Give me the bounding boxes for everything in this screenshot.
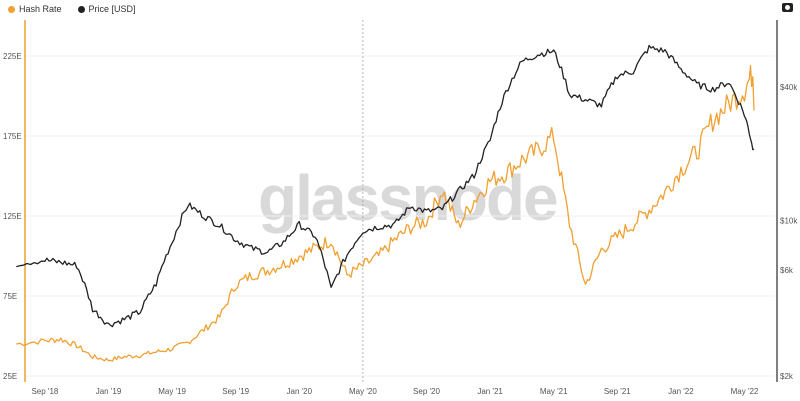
legend-label: Hash Rate (19, 4, 62, 14)
x-tick: May '22 (731, 387, 759, 396)
watermark: glassnode (258, 162, 557, 234)
legend: Hash Rate Price [USD] (8, 4, 136, 14)
y-right-tick: $10k (780, 217, 798, 226)
x-tick: Jan '20 (287, 387, 313, 396)
x-tick: May '20 (349, 387, 377, 396)
hash-rate-dot-icon (8, 6, 15, 13)
y-left-tick: 175E (3, 132, 22, 141)
y-left-tick: 75E (3, 292, 17, 301)
y-right-tick: $40k (780, 83, 798, 92)
hash-rate-line (16, 64, 755, 362)
x-tick: May '21 (540, 387, 568, 396)
price-dot-icon (77, 6, 85, 13)
x-tick: Sep '18 (31, 387, 58, 396)
y-left-tick: 25E (3, 372, 17, 381)
x-tick: Jan '22 (668, 387, 694, 396)
y-right-tick: $6k (780, 266, 794, 275)
x-tick: Sep '20 (413, 387, 440, 396)
price-line (16, 44, 755, 328)
legend-label: Price [USD] (88, 4, 136, 14)
y-right-tick: $2k (780, 372, 794, 381)
x-tick: Jan '21 (477, 387, 503, 396)
x-tick: Jan '19 (96, 387, 122, 396)
x-tick: Sep '19 (222, 387, 249, 396)
y-left-tick: 225E (3, 52, 22, 61)
legend-hash-rate[interactable]: Hash Rate (8, 4, 62, 14)
camera-icon[interactable] (782, 3, 793, 12)
x-tick: Sep '21 (604, 387, 631, 396)
x-tick: May '19 (158, 387, 186, 396)
y-left-tick: 125E (3, 212, 22, 221)
legend-price[interactable]: Price [USD] (77, 4, 136, 14)
